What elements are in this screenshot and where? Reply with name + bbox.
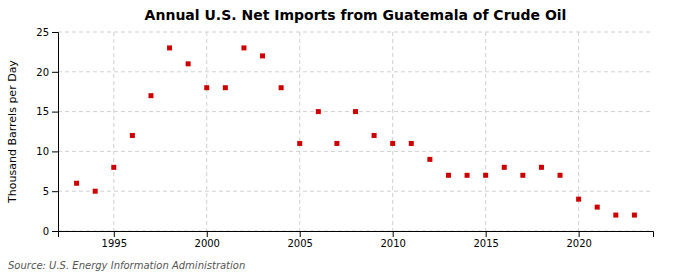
point bbox=[576, 197, 581, 202]
y-tick-mark bbox=[52, 112, 58, 113]
point bbox=[409, 141, 414, 146]
x-tick: 1995 bbox=[102, 231, 127, 249]
grid-line-x bbox=[299, 32, 300, 231]
x-tick-mark bbox=[393, 231, 394, 237]
x-tick-mark bbox=[114, 231, 115, 237]
point bbox=[558, 173, 563, 178]
point bbox=[204, 85, 209, 90]
y-tick-mark bbox=[52, 72, 58, 73]
point bbox=[130, 133, 135, 138]
grid bbox=[58, 32, 653, 231]
point bbox=[334, 141, 339, 146]
point bbox=[613, 213, 618, 218]
point bbox=[465, 173, 470, 178]
point bbox=[502, 165, 507, 170]
plot: 1995 2000 2005 2010 2015 2020 0 5 10 15 20 25 bbox=[36, 27, 653, 249]
x-tick-mark bbox=[207, 231, 208, 237]
y-tick-label: 0 bbox=[43, 226, 49, 237]
point bbox=[260, 53, 265, 58]
x-tick: 2000 bbox=[195, 231, 220, 249]
point bbox=[111, 165, 116, 170]
y-tick-mark bbox=[52, 231, 58, 232]
chart: 1995 2000 2005 2010 2015 2020 0 5 10 15 20 25 Annual… bbox=[0, 0, 675, 275]
grid-line-x bbox=[392, 32, 393, 231]
x-tick-mark bbox=[300, 231, 301, 237]
y-tick: 15 bbox=[36, 106, 58, 117]
y-tick-label: 5 bbox=[43, 186, 49, 197]
point bbox=[595, 205, 600, 210]
x-tick: 2020 bbox=[566, 231, 591, 249]
point bbox=[93, 189, 98, 194]
x-tick-label: 2005 bbox=[287, 238, 312, 249]
grid-line-y bbox=[58, 71, 653, 72]
y-axis-line bbox=[52, 33, 59, 232]
grid-line-y bbox=[58, 32, 653, 33]
y-tick-mark bbox=[52, 151, 58, 152]
y-tick-mark bbox=[52, 191, 58, 192]
point bbox=[241, 45, 246, 50]
point bbox=[223, 85, 228, 90]
point bbox=[279, 85, 284, 90]
point bbox=[446, 173, 451, 178]
y-tick-label: 20 bbox=[36, 67, 49, 78]
y-tick-label: 25 bbox=[36, 27, 49, 38]
x-tick-label: 2015 bbox=[473, 238, 498, 249]
point bbox=[186, 61, 191, 66]
grid-line-x bbox=[113, 32, 114, 231]
x-tick-label: 1995 bbox=[102, 238, 127, 249]
x-tick-label: 2000 bbox=[195, 238, 220, 249]
x-tick-mark bbox=[579, 231, 580, 237]
y-tick-label: 15 bbox=[36, 106, 49, 117]
x-axis: 1995 2000 2005 2010 2015 2020 bbox=[59, 231, 654, 249]
x-tick: 2010 bbox=[380, 231, 405, 249]
point bbox=[539, 165, 544, 170]
title: Annual U.S. Net Imports from Guatemala o… bbox=[145, 7, 567, 23]
grid-line-y bbox=[58, 191, 653, 192]
x-tick: 2005 bbox=[287, 231, 312, 249]
x-tick: 2015 bbox=[473, 231, 498, 249]
x-tick-label: 2020 bbox=[566, 238, 591, 249]
y-tick-label: 10 bbox=[36, 146, 49, 157]
y-tick: 20 bbox=[36, 67, 58, 78]
grid-line-x bbox=[206, 32, 207, 231]
source: Source: U.S. Energy Information Administ… bbox=[8, 260, 245, 271]
point bbox=[316, 109, 321, 114]
point bbox=[353, 109, 358, 114]
point bbox=[297, 141, 302, 146]
point bbox=[372, 133, 377, 138]
x-tick-label: 2010 bbox=[380, 238, 405, 249]
point bbox=[427, 157, 432, 162]
grid-line-x bbox=[485, 32, 486, 231]
y-axis: 0 5 10 15 20 25 bbox=[36, 27, 58, 237]
point bbox=[167, 45, 172, 50]
point bbox=[148, 93, 153, 98]
x-axis-line bbox=[59, 232, 654, 238]
point bbox=[390, 141, 395, 146]
point bbox=[632, 213, 637, 218]
point bbox=[74, 181, 79, 186]
grid-line-y bbox=[58, 151, 653, 152]
x-tick-mark bbox=[486, 231, 487, 237]
y-tick-mark bbox=[52, 32, 58, 33]
point bbox=[483, 173, 488, 178]
points bbox=[74, 45, 637, 217]
y-tick: 5 bbox=[43, 186, 58, 197]
y-tick: 25 bbox=[36, 27, 58, 38]
y-tick: 0 bbox=[43, 226, 58, 237]
y-axis-title: Thousand Barrels per Day bbox=[6, 60, 19, 204]
point bbox=[520, 173, 525, 178]
y-tick: 10 bbox=[36, 146, 58, 157]
